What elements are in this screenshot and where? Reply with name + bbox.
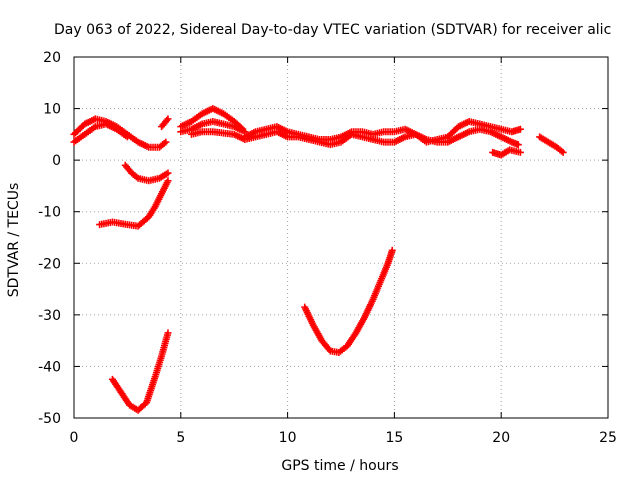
series-trace-6	[158, 115, 172, 131]
x-tick-label: 25	[599, 430, 617, 446]
y-tick-label: -20	[38, 256, 61, 272]
x-tick-label: 10	[279, 430, 297, 446]
data-point	[164, 177, 172, 185]
y-tick-label: 10	[43, 102, 61, 118]
data-point	[388, 246, 396, 254]
x-tick-label: 0	[70, 430, 79, 446]
data-point	[162, 138, 170, 146]
data-point	[514, 141, 522, 149]
x-tick-label: 20	[492, 430, 510, 446]
grid	[74, 57, 608, 418]
y-tick-label: -40	[38, 359, 61, 375]
y-tick-label: 0	[52, 153, 61, 169]
x-axis-label: GPS time / hours	[281, 458, 398, 474]
series-trace-5	[108, 329, 172, 414]
y-axis-label: SDTVAR / TECUs	[6, 183, 22, 298]
series-trace-13	[536, 133, 567, 156]
x-axis: 0 5 10 15 20 25	[70, 57, 617, 446]
data-point	[164, 169, 172, 177]
data-point	[516, 125, 524, 133]
data-point	[164, 329, 172, 337]
plot-frame	[73, 56, 609, 419]
x-tick-label: 15	[385, 430, 403, 446]
series-trace-12	[301, 246, 396, 357]
y-tick-label: -50	[38, 411, 61, 427]
series-trace-3	[121, 161, 172, 185]
series-trace-11	[489, 146, 524, 159]
y-tick-label: -30	[38, 308, 61, 324]
series-trace-10	[241, 117, 524, 146]
y-tick-label: -10	[38, 205, 61, 221]
y-tick-label: 20	[43, 50, 61, 66]
data-point	[516, 148, 524, 156]
series-trace-2	[70, 120, 131, 146]
data-point	[123, 133, 131, 141]
data-point	[559, 148, 567, 156]
series-trace-4	[96, 177, 172, 230]
data-point	[164, 115, 172, 123]
series-trace-8	[177, 117, 249, 136]
series-layer	[70, 105, 567, 414]
chart-title: Day 063 of 2022, Sidereal Day-to-day VTE…	[54, 22, 611, 38]
series-trace-7	[177, 105, 247, 133]
y-axis: -50 -40 -30 -20 -10 0 10 20	[38, 50, 608, 427]
x-tick-label: 5	[176, 430, 185, 446]
